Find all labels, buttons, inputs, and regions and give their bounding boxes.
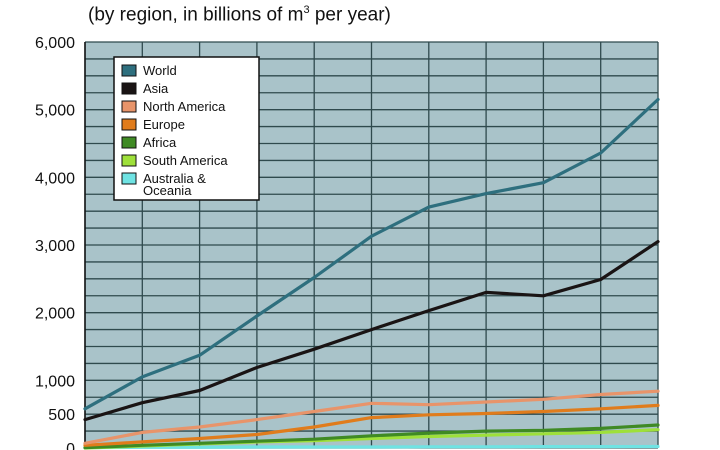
- series-line-africa: [83, 423, 660, 450]
- series-line-north-america: [83, 389, 660, 445]
- legend-swatch-north-america: [121, 100, 137, 113]
- legend-swatch-asia: [121, 82, 137, 95]
- y-tick-label: 1,000: [35, 373, 75, 390]
- y-tick-label: 500: [48, 407, 75, 424]
- legend-label-australia-oceania: Australia &: [143, 171, 206, 186]
- chart-subtitle: (by region, in billions of m3 per year): [88, 4, 391, 26]
- legend-label-world: World: [143, 63, 177, 78]
- legend-label-australia-oceania: Oceania: [143, 183, 192, 198]
- legend-box: [113, 56, 260, 201]
- legend-swatch-europe: [121, 118, 137, 131]
- y-tick-label: 3,000: [35, 238, 75, 255]
- y-tick-label: 6,000: [35, 35, 75, 52]
- legend-swatch-south-america: [121, 154, 137, 167]
- legend-swatch-australia-oceania: [121, 172, 137, 185]
- legend-label-south-america: South America: [143, 153, 228, 168]
- y-tick-label: 4,000: [35, 170, 75, 187]
- series-line-asia: [83, 240, 660, 422]
- y-tick-label: 2,000: [35, 306, 75, 323]
- legend-label-asia: Asia: [143, 81, 169, 96]
- series-line-australia-oceania: [83, 444, 660, 450]
- legend-label-europe: Europe: [143, 117, 185, 132]
- y-tick-label: 0: [66, 441, 75, 450]
- legend-swatch-africa: [121, 136, 137, 149]
- y-tick-label: 5,000: [35, 103, 75, 120]
- legend-swatch-world: [121, 64, 137, 77]
- legend-label-north-america: North America: [143, 99, 226, 114]
- legend-label-africa: Africa: [143, 135, 177, 150]
- series-line-world: [83, 97, 660, 411]
- series-line-europe: [83, 403, 660, 447]
